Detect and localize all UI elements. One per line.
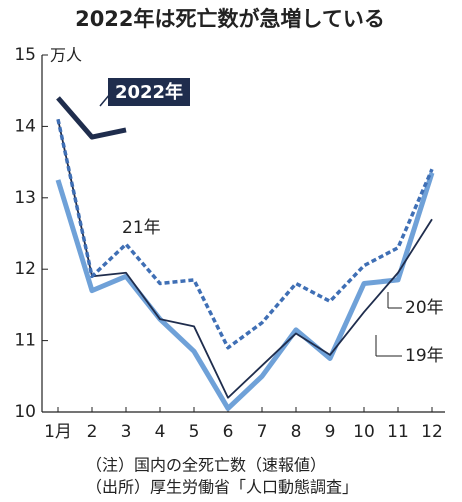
series-line (56, 118, 434, 350)
source: （出所）厚生労働省「人口動態調査」 (86, 478, 358, 497)
y-tick-label: 14 (14, 116, 36, 136)
chart-title: 2022年は死亡数が急増している (75, 7, 385, 31)
y-tick-label: 15 (14, 45, 36, 65)
series-line (56, 96, 127, 140)
x-tick-label: 6 (223, 422, 234, 442)
y-tick-label: 10 (14, 402, 36, 422)
legend-label: 2022年 (115, 81, 183, 103)
legend-label: 19年 (405, 346, 444, 366)
x-tick-label: 3 (121, 422, 132, 442)
label-box (108, 78, 190, 106)
note: （注）国内の全死亡数（速報値） (86, 456, 326, 475)
x-tick-label: 8 (291, 422, 302, 442)
x-tick-label: 9 (325, 422, 336, 442)
x-tick-label: 2 (87, 422, 98, 442)
series-line (55, 172, 435, 411)
series-line (57, 119, 433, 399)
x-tick-label: 10 (353, 422, 375, 442)
x-tick-label: 12 (421, 422, 443, 442)
legend-label: 20年 (405, 298, 444, 318)
y-tick-label: 12 (14, 259, 36, 279)
x-tick-label: 11 (387, 422, 409, 442)
legend-label: 21年 (122, 218, 161, 238)
y-tick-label: 11 (14, 331, 36, 351)
y-unit: 万人 (50, 46, 82, 65)
x-tick-label: 5 (189, 422, 200, 442)
x-tick-label: 7 (257, 422, 268, 442)
y-tick-label: 13 (14, 188, 36, 208)
x-tick-label: 1月 (44, 422, 72, 442)
x-tick-label: 4 (155, 422, 166, 442)
